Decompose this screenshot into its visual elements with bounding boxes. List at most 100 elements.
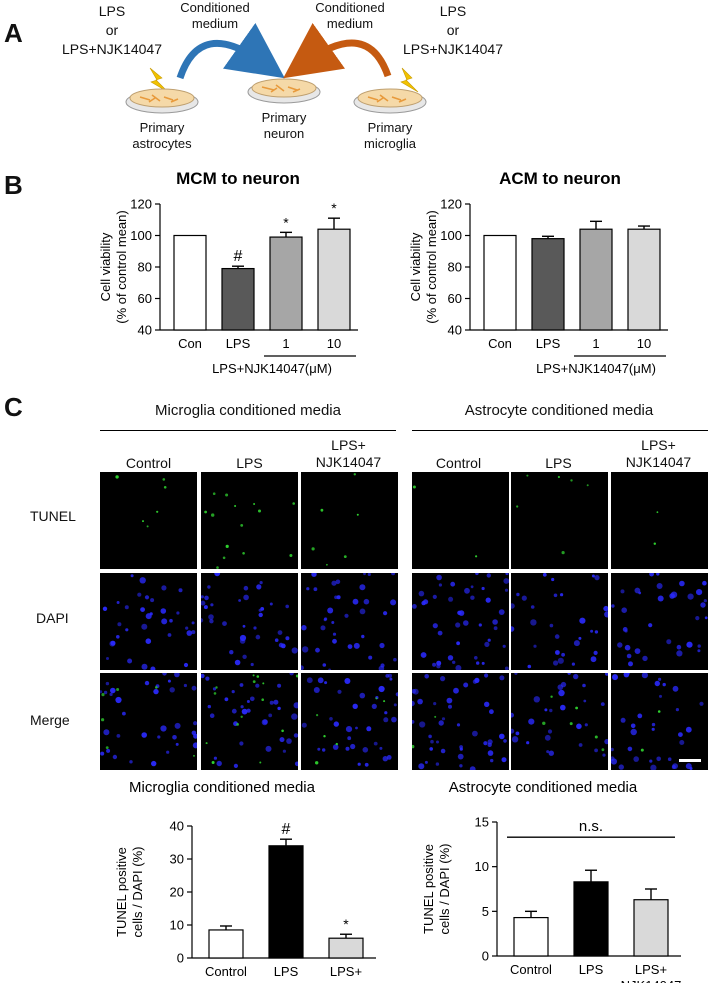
dapi-nucleus (470, 585, 474, 589)
dapi-nucleus (233, 763, 238, 768)
dapi-nucleus (591, 574, 595, 578)
dapi-nucleus (504, 588, 509, 592)
dapi-nucleus (475, 573, 479, 576)
dapi-nucleus (306, 587, 310, 591)
dapi-nucleus (553, 593, 558, 598)
tunel-positive-cell (211, 513, 215, 517)
cm-right-line1: Conditioned (315, 0, 385, 15)
bar (269, 236, 303, 331)
dapi-nucleus (627, 673, 630, 675)
dapi-nucleus (125, 628, 129, 632)
dapi-nucleus (558, 689, 565, 697)
dapi-nucleus (301, 665, 304, 670)
col-label-control-micro: Control (125, 455, 172, 471)
dapi-nucleus (438, 720, 444, 726)
dapi-nucleus (602, 753, 606, 757)
dapi-nucleus (361, 634, 365, 639)
dapi-nucleus (487, 742, 492, 747)
dapi-nucleus (649, 759, 653, 763)
dapi-nucleus (130, 574, 134, 578)
dapi-nucleus (530, 619, 537, 626)
schematic-diagram (125, 22, 427, 114)
dapi-nucleus (167, 679, 171, 683)
dapi-nucleus (359, 692, 366, 699)
dapi-nucleus (268, 713, 273, 718)
dapi-nucleus (423, 599, 429, 605)
dapi-nucleus (201, 673, 205, 679)
dapi-nucleus (207, 704, 211, 709)
dapi-nucleus (483, 741, 488, 746)
dapi-nucleus (172, 735, 177, 740)
tunel-positive-cell (253, 503, 256, 505)
dapi-nucleus (103, 729, 110, 736)
tunel-positive-cell (146, 525, 149, 528)
dapi-nucleus (293, 733, 298, 738)
dapi-nucleus (129, 760, 133, 764)
tunel-positive-cell (311, 547, 315, 551)
dapi-nucleus (294, 761, 298, 767)
dapi-nucleus (100, 690, 103, 694)
tunel-positive-cell (261, 698, 264, 701)
cm-left-line1: Conditioned (180, 0, 250, 15)
dapi-nucleus (420, 652, 427, 658)
dapi-nucleus (582, 683, 586, 688)
dapi-nucleus (116, 734, 121, 738)
lightning-bolt-left-icon (149, 67, 169, 93)
tunel-positive-cell (653, 542, 656, 545)
dapi-nucleus (576, 723, 582, 730)
group-label: LPS+NJK14047(μM) (536, 361, 656, 376)
dapi-nucleus (654, 680, 660, 687)
dapi-nucleus (593, 650, 598, 655)
dapi-nucleus (274, 638, 279, 642)
tunel-positive-cell (240, 715, 243, 718)
tunel-positive-cell (657, 710, 661, 713)
x-tick-label: LPS (579, 962, 604, 977)
dapi-nucleus (651, 727, 655, 731)
dapi-nucleus (432, 662, 437, 667)
dapi-nucleus (675, 708, 679, 712)
micrograph-dots (100, 673, 197, 767)
row-label-dapi: DAPI (36, 610, 69, 626)
dapi-nucleus (505, 573, 509, 576)
dapi-nucleus (137, 592, 142, 597)
dapi-nucleus (208, 614, 214, 620)
micrograph-dots (412, 673, 507, 770)
dish-astrocytes-icon (125, 88, 199, 114)
y-tick-label: 15 (475, 815, 489, 830)
dapi-nucleus (347, 644, 353, 649)
bar (573, 881, 609, 957)
dapi-nucleus (516, 592, 520, 597)
right-treatment-line1: LPS (439, 3, 467, 19)
dapi-nucleus (161, 585, 167, 591)
dapi-nucleus (141, 623, 148, 630)
dapi-nucleus (658, 677, 662, 681)
y-tick-label: 40 (448, 323, 462, 338)
dapi-nucleus (203, 605, 208, 610)
col-label-njk-micro: LPS+ NJK14047 (300, 437, 397, 471)
panel-c-letter: C (4, 392, 23, 422)
dapi-nucleus (428, 734, 432, 739)
dapi-nucleus (464, 587, 470, 594)
tunel-positive-cell (225, 493, 229, 497)
dapi-nucleus (696, 589, 703, 596)
micrograph-tunel-lps-astro (511, 472, 608, 569)
dapi-nucleus (611, 747, 614, 752)
dapi-nucleus (141, 663, 148, 670)
tunel-positive-cell (225, 544, 229, 548)
dapi-nucleus (213, 756, 217, 760)
tunel-positive-cell (252, 674, 255, 677)
dapi-nucleus (367, 573, 371, 576)
tunel-positive-cell (542, 721, 546, 725)
dapi-nucleus (116, 635, 120, 639)
dapi-nucleus (289, 673, 294, 676)
micrograph-dots (611, 673, 704, 770)
dapi-nucleus (533, 644, 537, 648)
bar (173, 234, 207, 331)
dapi-nucleus (386, 755, 392, 760)
dapi-nucleus (699, 701, 704, 706)
scale-bar (679, 759, 701, 762)
y-tick-label: 10 (475, 859, 489, 874)
col-label-lps-micro: LPS (236, 455, 263, 471)
significance-mark: * (343, 916, 349, 932)
dapi-nucleus (216, 760, 222, 767)
